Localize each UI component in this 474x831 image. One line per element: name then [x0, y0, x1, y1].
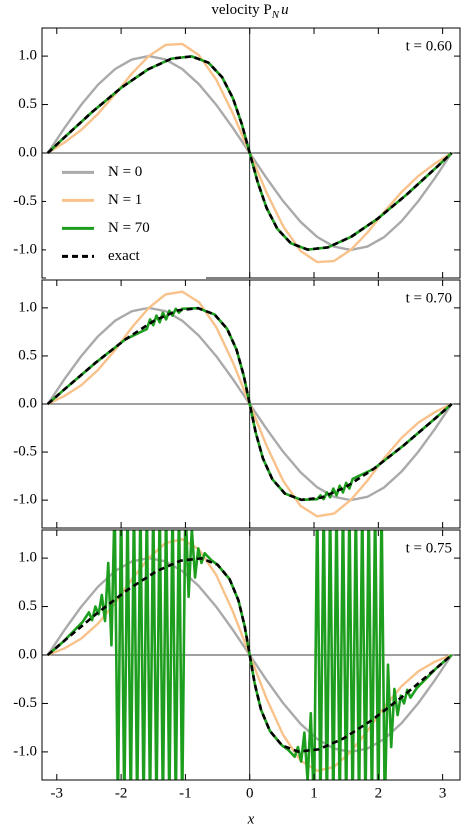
series-line: [46, 530, 453, 780]
legend-label: exact: [108, 248, 140, 264]
y-tick-label: 0.0: [18, 144, 37, 160]
y-tick-label: 1.0: [18, 48, 37, 64]
legend-label: N = 70: [108, 220, 150, 236]
x-axis-label: x: [247, 811, 255, 827]
annotation: t = 0.60: [406, 38, 452, 54]
y-tick-label: 0.0: [18, 395, 37, 411]
series-line: [46, 557, 453, 753]
x-tick-label: 1: [310, 785, 318, 801]
chart-title: velocity PN u: [211, 2, 288, 20]
y-tick-label: -0.5: [13, 443, 37, 459]
series-line: [46, 306, 453, 502]
legend-label: N = 1: [108, 192, 142, 208]
annotation: t = 0.75: [406, 540, 452, 556]
y-tick-label: -1.0: [13, 241, 37, 257]
y-tick-label: 1.0: [18, 550, 37, 566]
x-tick-label: 2: [375, 785, 383, 801]
series-line: [46, 306, 453, 502]
x-tick-label: 0: [246, 785, 254, 801]
y-tick-label: 0.5: [18, 347, 37, 363]
y-tick-label: 0.5: [18, 96, 37, 112]
x-tick-label: -1: [179, 785, 192, 801]
y-tick-label: 0.0: [18, 646, 37, 662]
title-text: velocity P: [211, 2, 271, 18]
y-tick-label: 1.0: [18, 299, 37, 315]
y-tick-label: -1.0: [13, 743, 37, 759]
annotation: t = 0.70: [406, 290, 452, 306]
x-tick-label: 3: [439, 785, 447, 801]
legend-box: [46, 164, 206, 285]
series-line: [46, 55, 453, 251]
y-tick-label: -0.5: [13, 695, 37, 711]
legend-label: N = 0: [108, 164, 142, 180]
y-tick-label: -0.5: [13, 193, 37, 209]
title-subscript: N: [271, 9, 280, 21]
y-tick-label: 0.5: [18, 598, 37, 614]
title-variable: u: [281, 2, 289, 18]
y-tick-label: -1.0: [13, 492, 37, 508]
x-tick-label: -3: [51, 785, 64, 801]
x-tick-label: -2: [115, 785, 128, 801]
